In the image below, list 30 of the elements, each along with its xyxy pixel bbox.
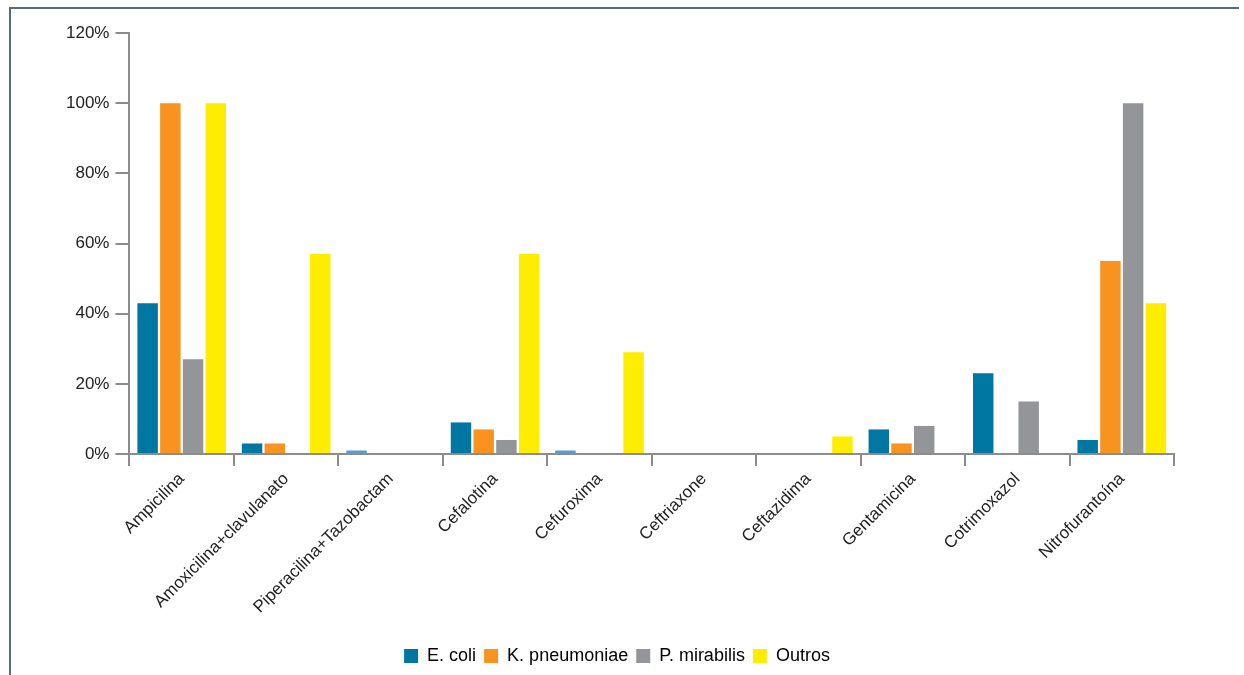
bar — [891, 443, 912, 453]
bar — [264, 443, 286, 453]
legend-label: P. mirabilis — [659, 644, 745, 665]
y-tick-label: 20% — [75, 373, 110, 393]
bar — [1077, 439, 1098, 453]
bar — [241, 443, 263, 453]
bar — [160, 103, 181, 453]
bar — [1145, 303, 1167, 453]
bar — [623, 352, 644, 453]
bar — [346, 450, 367, 453]
bar — [205, 103, 227, 453]
y-tick-label: 120% — [66, 22, 110, 42]
bar — [832, 436, 853, 453]
y-tick-label: 60% — [75, 233, 110, 253]
legend-label: K. pneumoniae — [507, 644, 629, 665]
bar — [555, 450, 576, 453]
legend-label: Outros — [775, 644, 830, 665]
bar — [973, 373, 994, 453]
y-tick-label: 40% — [75, 303, 110, 323]
bar — [1100, 261, 1121, 453]
bar — [450, 422, 472, 453]
y-tick-label: 100% — [66, 92, 110, 112]
bar — [310, 254, 331, 453]
legend-label: E. coli — [427, 644, 477, 665]
bar — [137, 303, 158, 453]
y-tick-label: 0% — [84, 443, 110, 463]
bar — [473, 429, 494, 453]
y-tick-label: 80% — [75, 163, 110, 183]
bar — [868, 429, 890, 453]
bar — [518, 254, 540, 453]
